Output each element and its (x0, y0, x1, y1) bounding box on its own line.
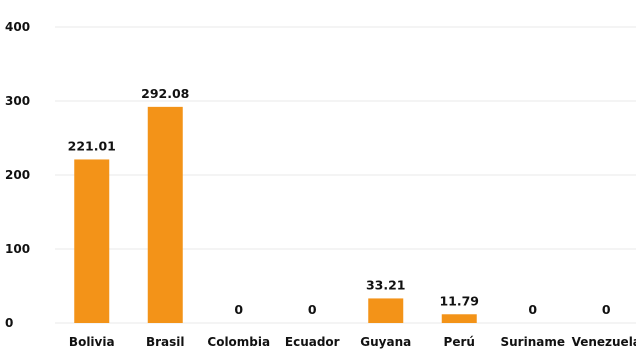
gridlines (55, 26, 636, 324)
y-axis-ticks: 0 100 200 300 400 (5, 20, 30, 330)
x-category-label: Suriname (501, 335, 566, 349)
bar-brasil (147, 106, 183, 323)
bar-perú (441, 314, 477, 323)
data-label-bolivia: 221.01 (68, 138, 116, 153)
data-label-brasil: 292.08 (141, 86, 189, 101)
data-label-perú: 11.79 (439, 293, 479, 308)
y-tick-label: 400 (5, 20, 30, 34)
data-label-guyana: 33.21 (366, 277, 406, 292)
x-category-label: Guyana (360, 335, 411, 349)
x-category-label: Perú (444, 335, 475, 349)
bar-guyana (368, 298, 404, 323)
x-axis-categories: Bolivia Brasil Colombia Ecuador Guyana Perú Su… (69, 335, 636, 349)
y-tick-label: 100 (5, 242, 30, 256)
bars (74, 106, 477, 323)
x-category-label: Bolivia (69, 335, 115, 349)
data-label-ecuador: 0 (308, 302, 317, 317)
data-label-venezuela: 0 (602, 302, 611, 317)
bar-bolivia (74, 159, 110, 323)
y-tick-label: 200 (5, 168, 30, 182)
x-category-label: Brasil (146, 335, 185, 349)
x-category-label: Ecuador (285, 335, 340, 349)
y-tick-label: 0 (5, 316, 13, 330)
data-labels: 221.01 292.08 0 0 33.21 11.79 0 0 (68, 86, 611, 317)
data-label-colombia: 0 (234, 302, 243, 317)
data-label-suriname: 0 (528, 302, 537, 317)
y-tick-label: 300 (5, 94, 30, 108)
x-category-label: Colombia (207, 335, 270, 349)
x-category-label: Venezuela (572, 335, 636, 349)
